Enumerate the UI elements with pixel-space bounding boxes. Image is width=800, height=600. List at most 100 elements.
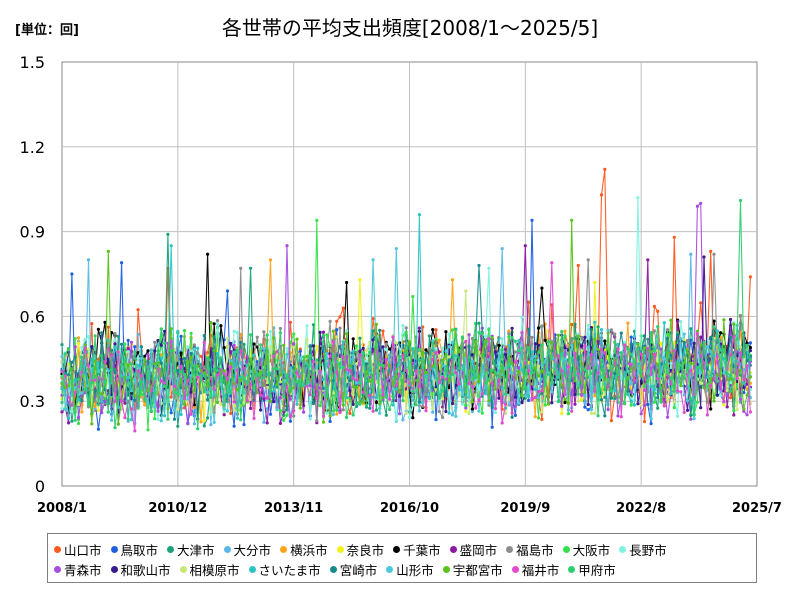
data-point: [566, 401, 571, 405]
data-point: [745, 413, 749, 417]
data-point: [421, 357, 425, 361]
data-point: [692, 413, 696, 417]
data-point: [497, 396, 501, 400]
data-point: [129, 418, 134, 422]
data-point: [689, 361, 693, 365]
data-point: [179, 334, 183, 338]
data-point: [285, 347, 289, 351]
data-point: [580, 344, 584, 348]
data-point: [292, 342, 296, 346]
data-point: [354, 362, 359, 366]
data-point: [275, 367, 279, 371]
data-point: [345, 373, 349, 377]
data-point: [593, 365, 597, 369]
data-point: [149, 409, 153, 413]
data-point: [450, 372, 455, 376]
data-point: [100, 354, 104, 358]
data-point: [527, 395, 531, 399]
data-point: [493, 359, 498, 363]
data-point: [632, 378, 637, 382]
data-point: [292, 386, 296, 390]
data-point: [464, 406, 468, 410]
data-point: [136, 356, 140, 360]
data-point: [431, 341, 435, 346]
data-point: [259, 343, 263, 347]
data-point: [712, 353, 716, 357]
data-point: [76, 341, 81, 345]
data-point: [527, 300, 531, 304]
data-point: [606, 384, 610, 389]
data-point: [60, 400, 64, 405]
data-point: [682, 361, 686, 365]
data-point: [272, 367, 276, 371]
data-point: [490, 405, 494, 409]
legend-item: 山形市: [386, 560, 434, 579]
data-point: [113, 426, 117, 430]
data-point: [259, 408, 263, 412]
data-point: [742, 409, 746, 413]
data-point: [424, 393, 428, 397]
data-point: [120, 363, 124, 367]
legend-label: 鳥取市: [120, 542, 159, 558]
data-point: [629, 352, 633, 356]
data-point: [374, 396, 378, 400]
data-point: [133, 429, 137, 433]
legend-label: 山形市: [396, 562, 434, 578]
x-tick-label: 2022/8: [616, 501, 666, 516]
data-point: [126, 363, 130, 367]
data-point: [556, 354, 561, 358]
data-point: [725, 388, 729, 393]
data-point: [394, 387, 398, 391]
data-point: [335, 328, 339, 332]
data-point: [593, 394, 597, 398]
data-point: [431, 406, 435, 411]
data-point: [517, 349, 521, 353]
data-point: [262, 383, 266, 388]
data-point: [477, 380, 481, 384]
data-point: [589, 372, 594, 376]
data-point: [738, 345, 743, 349]
data-point: [176, 368, 180, 372]
data-point: [268, 258, 273, 262]
data-point: [206, 416, 210, 420]
data-point: [265, 396, 269, 400]
data-point: [619, 415, 623, 419]
data-point: [120, 342, 124, 346]
data-point: [682, 340, 686, 344]
data-point: [222, 346, 226, 350]
data-point: [450, 340, 455, 344]
data-point: [467, 344, 471, 348]
data-point: [659, 400, 663, 404]
data-point: [444, 368, 448, 372]
data-point: [202, 365, 206, 369]
data-point: [470, 337, 474, 341]
data-point: [732, 408, 736, 413]
data-point: [728, 317, 733, 322]
data-point: [219, 356, 223, 360]
data-point: [652, 352, 657, 356]
data-point: [589, 411, 594, 415]
data-point: [308, 344, 312, 348]
data-point: [76, 398, 81, 402]
data-point: [570, 343, 574, 348]
data-point: [136, 351, 140, 355]
data-point: [298, 356, 302, 360]
data-point: [705, 345, 710, 349]
data-point: [67, 346, 71, 351]
data-point: [110, 354, 114, 358]
data-point: [599, 328, 604, 332]
data-point: [705, 385, 710, 389]
data-point: [325, 333, 329, 337]
data-point: [692, 362, 696, 366]
data-point: [725, 405, 729, 409]
data-point: [351, 413, 355, 417]
data-point: [341, 365, 345, 369]
data-point: [493, 350, 498, 354]
data-point: [206, 356, 210, 360]
data-point: [748, 375, 753, 379]
data-point: [520, 315, 524, 319]
data-point: [656, 309, 660, 313]
data-point: [421, 389, 425, 393]
data-point: [232, 400, 236, 404]
data-point: [192, 364, 196, 368]
